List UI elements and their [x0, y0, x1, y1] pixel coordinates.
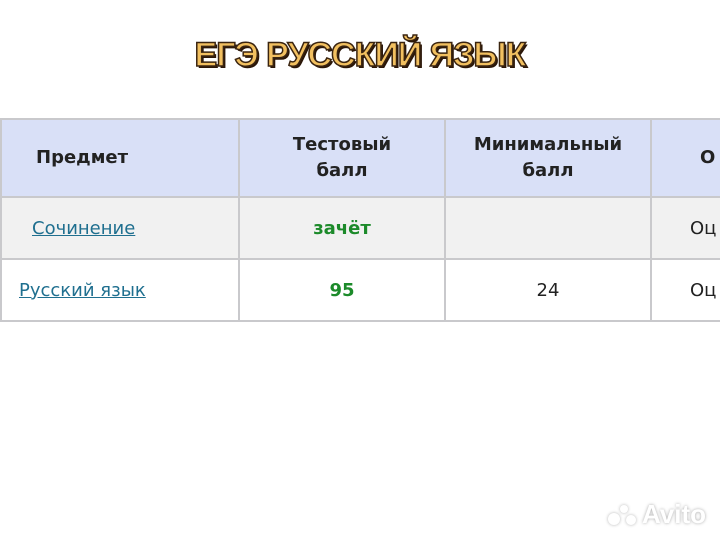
avito-logo-icon	[607, 503, 638, 527]
extra-cell: Оц	[650, 196, 720, 260]
table-header-row: Предмет Тестовый балл Минимальный балл О	[0, 118, 720, 198]
min-score	[444, 196, 652, 260]
extra-cell: Оц	[650, 258, 720, 322]
header-extra: О	[650, 118, 720, 198]
page-title: ЕГЭ РУССКИЙ ЯЗЫК	[194, 35, 527, 75]
test-score: зачёт	[238, 196, 446, 260]
table-row: Сочинение зачёт Оц	[0, 196, 720, 260]
header-subject: Предмет	[0, 118, 240, 198]
test-score: 95	[238, 258, 446, 322]
min-score: 24	[444, 258, 652, 322]
header-min-score: Минимальный балл	[444, 118, 652, 198]
watermark-text: Avito	[641, 499, 706, 529]
table-row: Русский язык 95 24 Оц	[0, 258, 720, 322]
avito-watermark: Avito	[607, 499, 706, 530]
subject-link[interactable]: Русский язык	[19, 279, 146, 301]
results-table: Предмет Тестовый балл Минимальный балл О…	[0, 118, 720, 322]
subject-link[interactable]: Сочинение	[32, 217, 136, 239]
header-test-score: Тестовый балл	[238, 118, 446, 198]
